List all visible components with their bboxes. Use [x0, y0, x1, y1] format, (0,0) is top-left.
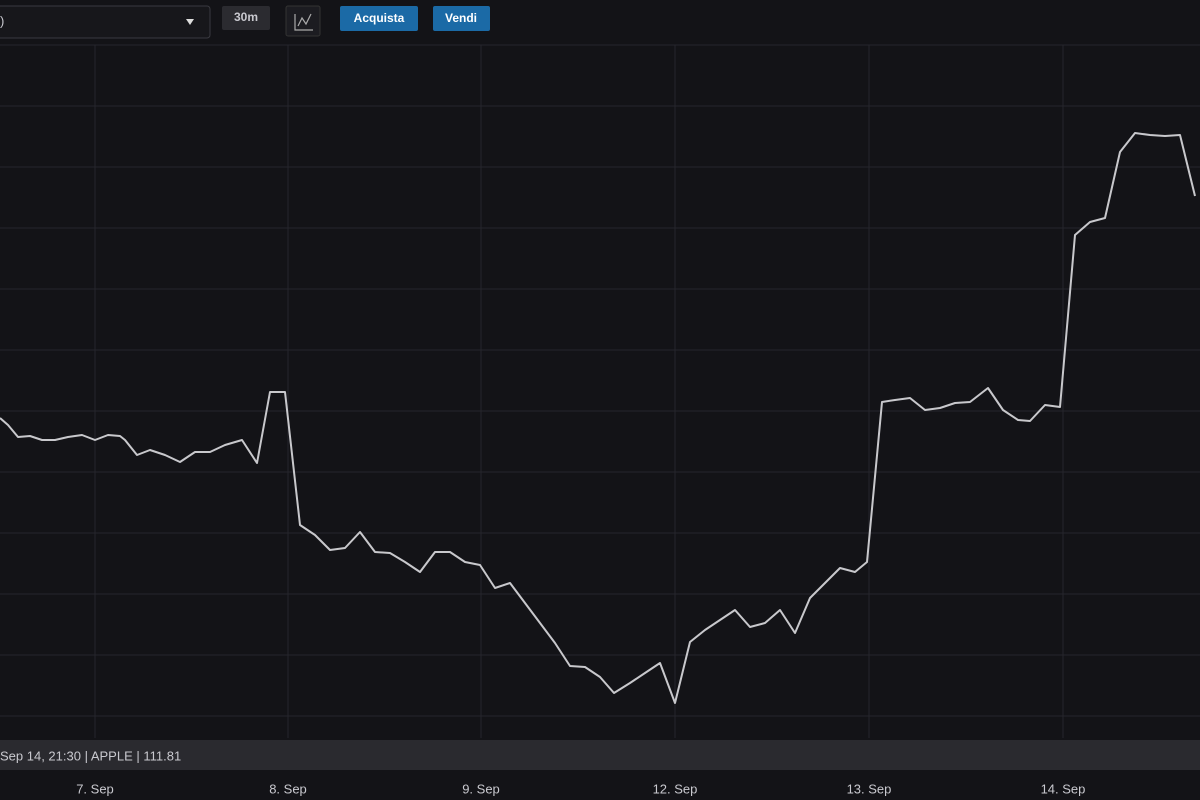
button-label: Acquista [354, 11, 405, 25]
symbol-select[interactable]: ) [0, 5, 211, 39]
button-bg[interactable] [285, 5, 321, 37]
button-bg[interactable] [222, 6, 270, 30]
button-label: Vendi [445, 11, 477, 25]
x-tick-label: 8. Sep [269, 781, 307, 796]
plot [0, 132, 1196, 704]
x-axis: 7. Sep 8. Sep 9. Sep 12. Sep 13. Sep 14. Sep [76, 781, 1085, 796]
x-tick-label: 7. Sep [76, 781, 114, 796]
button-bg[interactable] [433, 6, 490, 31]
select-text: ) [0, 13, 4, 28]
select-box[interactable] [0, 5, 211, 39]
grid [0, 44, 1200, 738]
status-bar [0, 740, 1200, 770]
button-label: 30m [234, 10, 258, 24]
x-tick-label: 9. Sep [462, 781, 500, 796]
x-tick-label: 13. Sep [847, 781, 892, 796]
sell-button[interactable]: Vendi [433, 6, 490, 31]
x-tick-label: 14. Sep [1041, 781, 1086, 796]
chart-icon [294, 13, 313, 31]
buy-button[interactable]: Acquista [340, 6, 418, 31]
button-bg[interactable] [340, 6, 418, 31]
interval-button[interactable]: 30m [222, 6, 270, 30]
chart-type-button[interactable] [285, 5, 321, 37]
select-arrow [186, 19, 194, 25]
status-text: Sep 14, 21:30 | APPLE | 111.81 [0, 748, 181, 763]
x-tick-label: 12. Sep [653, 781, 698, 796]
price-line [0, 132, 1196, 704]
